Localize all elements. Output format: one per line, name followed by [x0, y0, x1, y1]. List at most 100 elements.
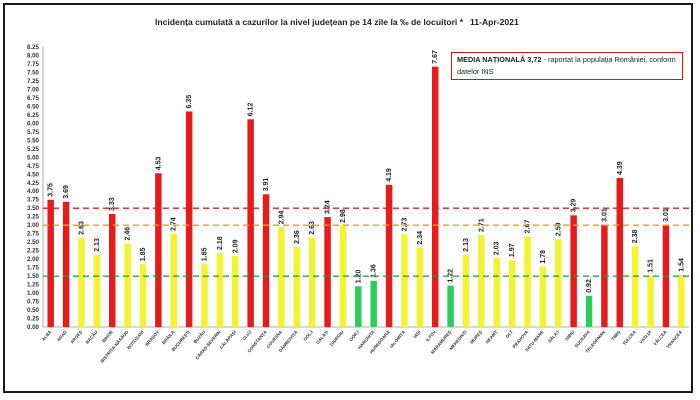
- bar-value-label: 4.19: [386, 168, 393, 182]
- x-tick-label: ARAD: [56, 329, 68, 342]
- bar: [308, 237, 316, 327]
- bar-value-label: 4.53: [155, 157, 162, 171]
- bar: [93, 254, 101, 327]
- x-tick-label: VRANCEA: [665, 329, 683, 349]
- bar: [478, 235, 485, 327]
- bar-value-label: 2.98: [340, 209, 347, 223]
- bar-value-label: 4.39: [617, 161, 624, 175]
- bar: [370, 280, 377, 327]
- bar: [216, 253, 224, 327]
- bar: [355, 286, 362, 327]
- bar: [647, 275, 654, 327]
- bar: [78, 237, 85, 327]
- bar-value-label: 1.51: [648, 259, 655, 273]
- bar-value-label: 3.29: [571, 199, 578, 213]
- bar: [278, 227, 285, 327]
- x-tick-label: NEAMȚ: [485, 329, 499, 344]
- x-tick-label: GORJ: [348, 329, 360, 342]
- bar-value-label: 2.73: [401, 218, 408, 232]
- bar: [431, 66, 439, 327]
- x-tick-label: SĂLAJ: [547, 329, 560, 344]
- x-tick-label: BUZĂU: [193, 329, 207, 344]
- bar: [201, 264, 208, 327]
- x-tick-label: VASLUI: [638, 329, 652, 344]
- bar-value-label: 0.92: [586, 279, 593, 293]
- bar-value-label: 2.71: [478, 218, 485, 232]
- x-tick-label: GALAȚI: [315, 329, 329, 345]
- chart-date: 11-Apr-2021: [470, 17, 519, 27]
- bar: [232, 256, 239, 327]
- y-tick-label: 5.25: [27, 146, 40, 153]
- bar-value-label: 1.97: [509, 243, 516, 257]
- bar-value-label: 2.03: [494, 241, 501, 255]
- y-tick-label: 8.00: [27, 52, 40, 59]
- y-tick-label: 3.25: [27, 214, 40, 221]
- y-tick-label: 4.75: [27, 163, 40, 170]
- national-average-note: MEDIA NAȚIONALĂ 3,72 - raportat la popul…: [451, 52, 683, 80]
- bar-value-label: 1.22: [448, 269, 455, 283]
- bar-value-label: 6.35: [186, 95, 193, 109]
- x-tick-label: CLUJ: [241, 329, 253, 341]
- y-tick-label: 0.00: [27, 324, 40, 331]
- bar: [47, 199, 54, 327]
- bar: [62, 201, 70, 327]
- y-tick-label: 0.75: [27, 299, 40, 306]
- bar-value-label: 2.67: [525, 220, 532, 234]
- y-tick-label: 3.75: [27, 197, 40, 204]
- bar: [401, 234, 408, 327]
- x-tick-label: TIMIȘ: [610, 329, 621, 341]
- x-tick-label: GIURGIU: [329, 329, 345, 347]
- y-tick-label: 5.00: [27, 154, 40, 161]
- y-tick-label: 0.50: [27, 307, 40, 314]
- national-average-text: - raportat la populația României, confor…: [457, 55, 676, 76]
- bar: [585, 295, 593, 327]
- bar: [616, 178, 624, 327]
- bar-value-label: 1.36: [371, 264, 378, 278]
- bar: [385, 184, 393, 327]
- y-tick-label: 2.50: [27, 239, 40, 246]
- y-tick-label: 1.00: [27, 290, 40, 297]
- bar-value-label: 7.67: [432, 50, 439, 64]
- bar: [247, 119, 254, 327]
- y-tick-label: 4.50: [27, 171, 40, 178]
- bar-value-label: 2.36: [294, 230, 301, 244]
- bar: [324, 217, 331, 327]
- bar-value-label: 3.01: [601, 208, 608, 222]
- bar: [631, 246, 639, 327]
- x-tick-label: BACĂU: [85, 329, 99, 344]
- bar-value-label: 3.75: [48, 183, 55, 197]
- y-tick-label: 5.50: [27, 137, 40, 144]
- y-tick-label: 6.75: [27, 95, 40, 102]
- chart-frame: Incidența cumulată a cazurilor la nivel …: [3, 3, 693, 393]
- bar: [262, 194, 270, 327]
- bar-value-label: 3.01: [663, 208, 670, 222]
- bar: [139, 264, 147, 327]
- y-tick-label: 6.50: [27, 103, 40, 110]
- y-tick-label: 6.25: [27, 112, 40, 119]
- y-tick-label: 7.75: [27, 61, 40, 68]
- bar: [508, 260, 516, 327]
- bar-value-label: 2.63: [78, 221, 85, 235]
- bar-value-label: 2.63: [309, 221, 316, 235]
- bar-value-label: 2.13: [94, 238, 101, 252]
- bar: [493, 258, 500, 327]
- x-tick-label: VÂLCEA: [652, 329, 668, 347]
- y-tick-label: 1.25: [27, 282, 40, 289]
- x-tick-label: SIBIU: [564, 329, 575, 341]
- bar: [155, 173, 162, 327]
- bar-value-label: 3.69: [63, 185, 70, 199]
- y-tick-label: 3.50: [27, 205, 40, 212]
- bar-value-label: 3.33: [109, 197, 116, 211]
- x-tick-label: ALBA: [41, 329, 53, 342]
- bar-value-label: 2.46: [125, 227, 132, 241]
- x-tick-label: ARGEȘ: [69, 329, 83, 344]
- y-tick-label: 7.00: [27, 86, 40, 93]
- bar: [462, 254, 470, 327]
- x-tick-label: DOLJ: [303, 329, 315, 342]
- y-tick-label: 7.25: [27, 78, 40, 85]
- x-tick-label: IALOMIȚA: [389, 329, 407, 349]
- bar: [570, 215, 577, 327]
- bar-chart: 0.000.25 0.500.75 1.001.25 1.501.75 2.002.25…: [27, 44, 689, 364]
- y-tick-label: 2.75: [27, 231, 40, 238]
- bar: [185, 111, 193, 327]
